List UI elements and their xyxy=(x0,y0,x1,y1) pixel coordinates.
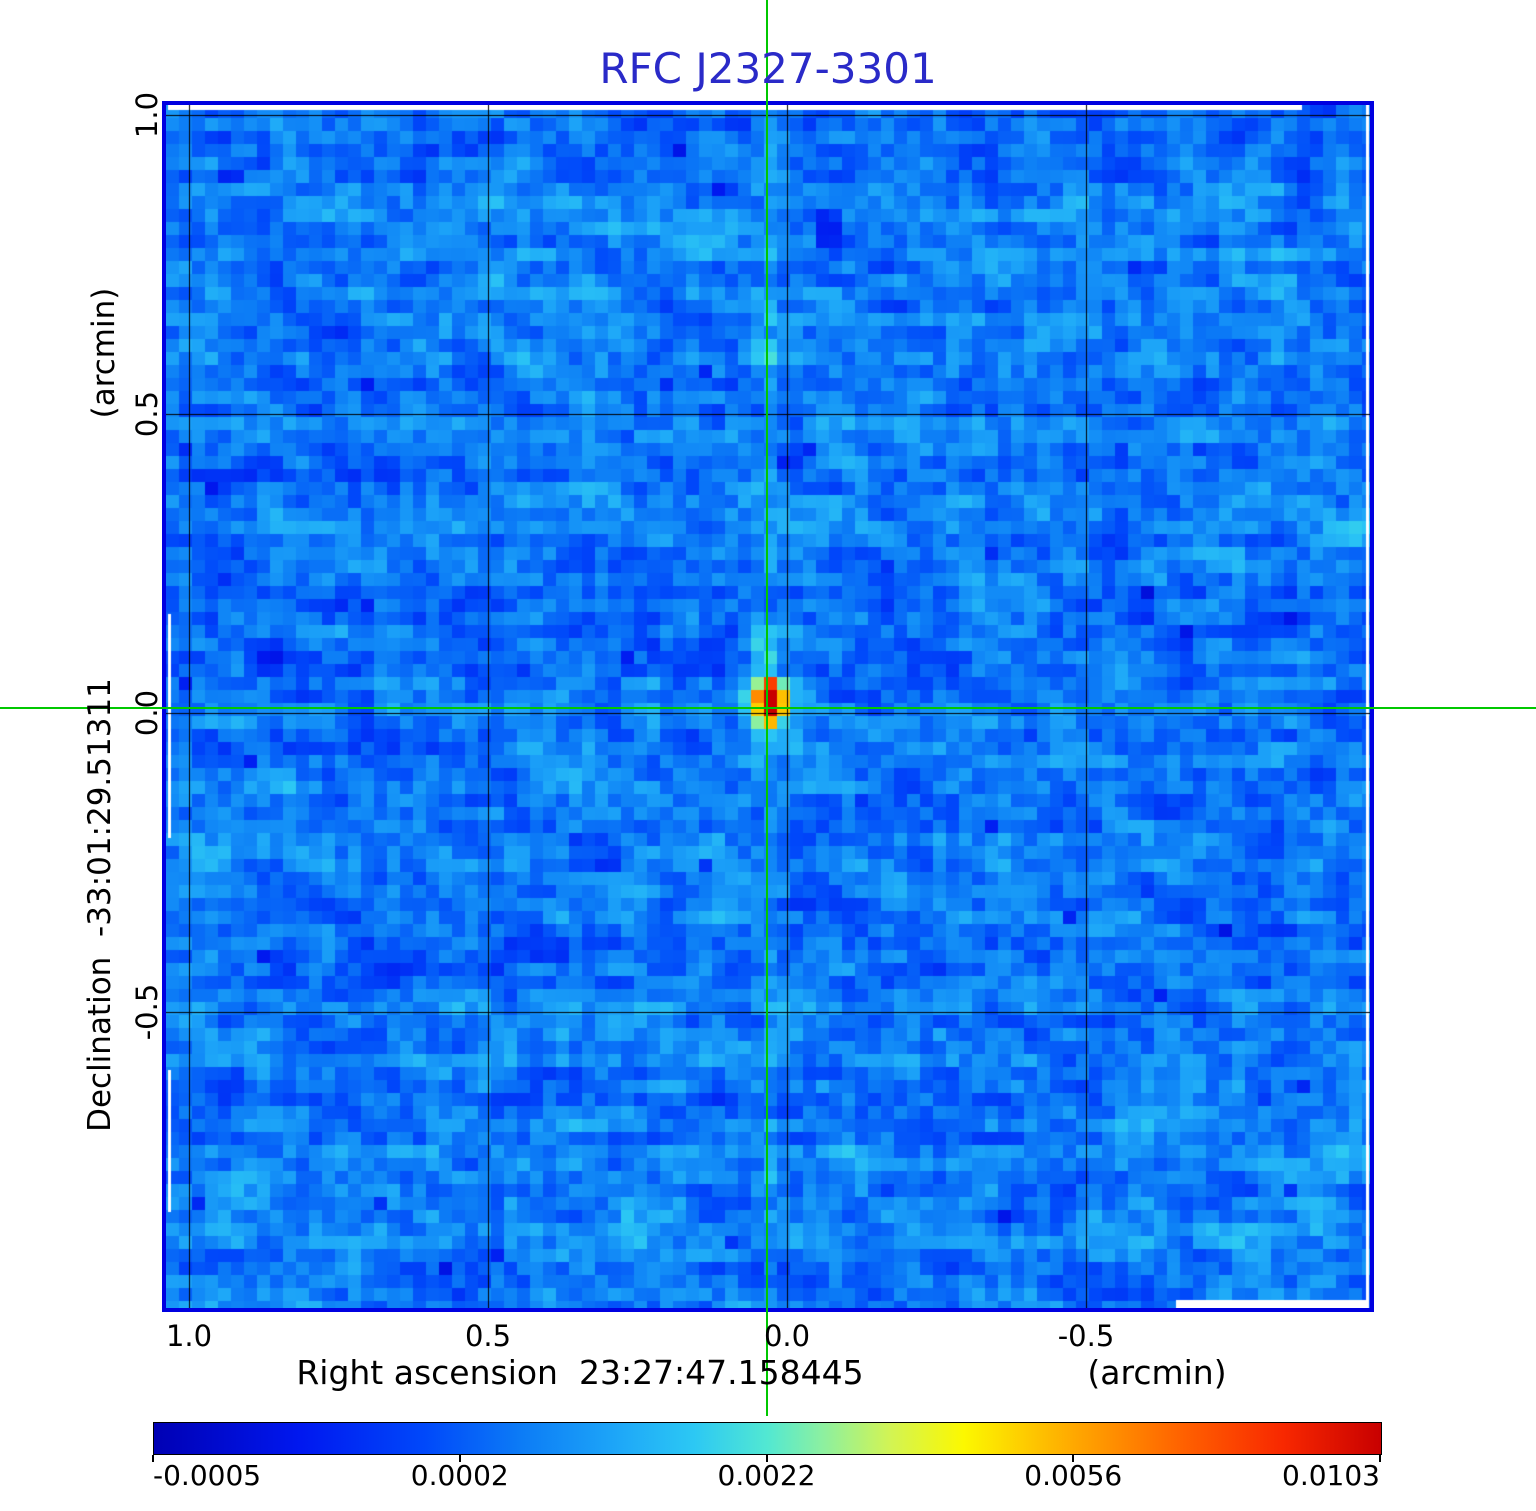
colorbar-tick xyxy=(765,1455,768,1462)
x-axis-label: Right ascension 23:27:47.158445 xyxy=(296,1353,864,1392)
x-axis-unit-label: (arcmin) xyxy=(1087,1353,1227,1392)
colorbar-gradient xyxy=(153,1422,1382,1455)
colorbar-tick xyxy=(1379,1455,1381,1462)
y-tick-label: 1.0 xyxy=(130,91,164,139)
x-tick-label: 0.0 xyxy=(763,1319,811,1353)
crosshair-horizontal-line xyxy=(0,707,1536,709)
colorbar-tick xyxy=(1072,1455,1075,1462)
colorbar-tick-label: 0.0002 xyxy=(410,1459,509,1492)
x-tick-label: -0.5 xyxy=(1057,1319,1115,1353)
colorbar-tick xyxy=(458,1455,461,1462)
colorbar-tick xyxy=(152,1455,154,1462)
plot-title: RFC J2327-3301 xyxy=(599,44,937,93)
y-axis-label: Declination -33:01:29.51311 xyxy=(82,678,118,1132)
colorbar-tick-label: 0.0056 xyxy=(1024,1459,1123,1492)
x-tick-label: 0.5 xyxy=(464,1319,512,1353)
y-tick-label: -0.5 xyxy=(130,983,164,1041)
plot-frame xyxy=(162,101,1374,1312)
y-tick-label: 0.0 xyxy=(130,689,164,737)
colorbar-tick-label: -0.0005 xyxy=(153,1459,262,1492)
colorbar-tick-label: 0.0103 xyxy=(1282,1459,1380,1492)
radio-map-heatmap xyxy=(166,105,1370,1308)
colorbar-tick-label: 0.0022 xyxy=(717,1459,816,1492)
y-tick-label: 0.5 xyxy=(130,390,164,438)
x-tick-label: 1.0 xyxy=(165,1319,213,1353)
